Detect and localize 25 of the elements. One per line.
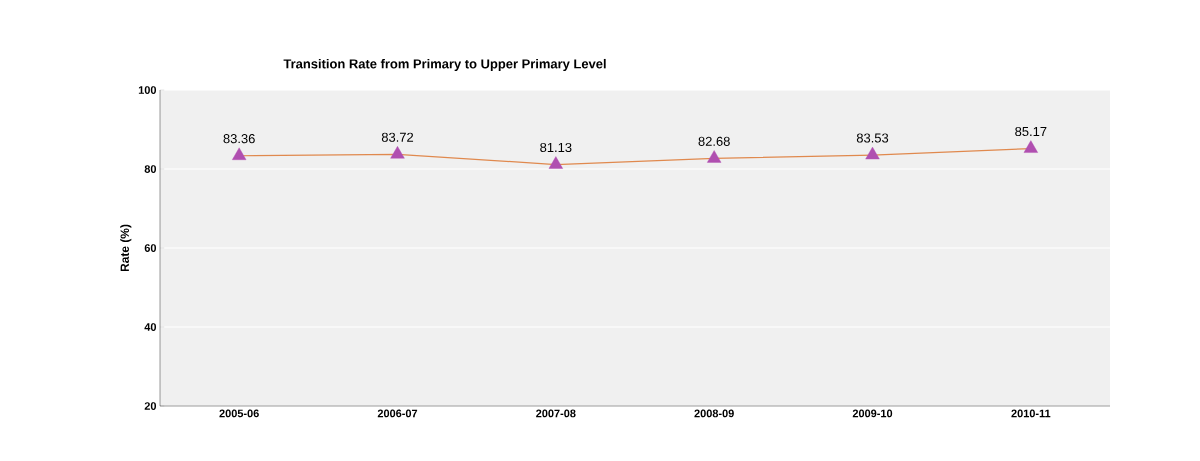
data-label: 83.53 xyxy=(856,133,889,143)
data-label: 81.13 xyxy=(540,142,572,153)
y-tick-label: 60 xyxy=(144,244,157,252)
y-axis-title: Rate (%) xyxy=(120,224,132,272)
x-tick-label: 2010-11 xyxy=(1011,409,1051,418)
point xyxy=(390,146,405,159)
x-tick-label: 2008-09 xyxy=(694,409,734,418)
y-tick-label: 40 xyxy=(144,323,157,331)
data-label: 82.68 xyxy=(698,136,730,146)
x-tick-label: 2006-07 xyxy=(377,409,418,418)
point xyxy=(707,150,722,163)
y-tick-label: 20 xyxy=(144,402,157,410)
data-label: 85.17 xyxy=(1015,126,1047,137)
x-tick-label: 2009-10 xyxy=(852,409,893,418)
x-tick-label: 2005-06 xyxy=(219,409,259,418)
chart-title: Transition Rate from Primary to Upper Primary Level xyxy=(283,58,606,72)
x-tick-label: 2007-08 xyxy=(536,409,576,418)
point xyxy=(232,147,247,160)
data-label: 83.36 xyxy=(223,134,255,144)
y-tick-label: 100 xyxy=(138,86,157,94)
data-label: 83.72 xyxy=(381,132,414,142)
y-tick-label: 80 xyxy=(144,165,157,173)
point xyxy=(865,146,880,160)
point xyxy=(1023,140,1038,153)
point xyxy=(548,156,563,169)
